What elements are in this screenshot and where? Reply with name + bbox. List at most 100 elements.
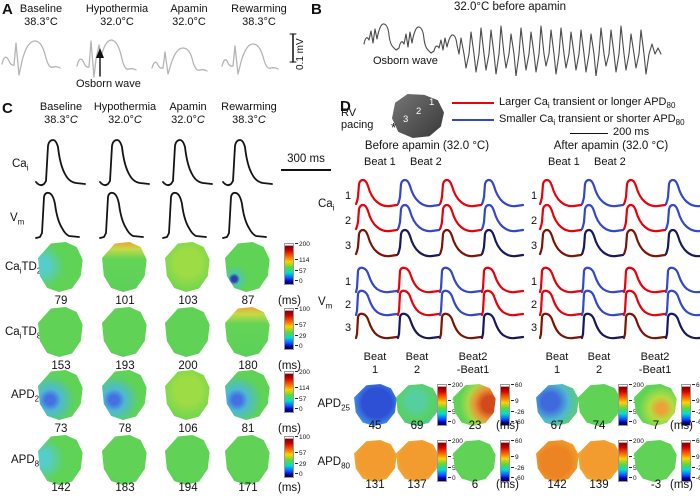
pacing-site-number: 2 [416, 106, 422, 117]
rv-heart-icon [392, 94, 444, 138]
condition-header: Rewarming 38.3°C [221, 101, 277, 126]
unit-label: (ms) [278, 360, 301, 372]
condition-header: Rewarming 38.3°C [231, 3, 287, 28]
heatmap [38, 370, 83, 420]
heatmap [396, 384, 439, 426]
map-value: 7 [652, 420, 660, 432]
osborn-annotation: Osborn wave [76, 78, 141, 90]
vf-trace [363, 23, 662, 76]
colorbar: 100 57 29 0 [284, 306, 318, 354]
vm-trace [222, 191, 267, 239]
pacing-site-number: 1 [429, 97, 435, 108]
pacing-site-marker: * [391, 120, 397, 135]
map-col-header: Beat 2 [405, 351, 429, 376]
heatmap [536, 384, 579, 426]
map-value: 139 [589, 479, 609, 491]
map-value: 180 [238, 360, 258, 372]
map-value: 101 [115, 295, 135, 307]
map-value: 193 [115, 360, 135, 372]
row-number: 2 [531, 215, 538, 227]
heatmap [165, 435, 210, 485]
map-value: 74 [592, 420, 606, 432]
heatmap [102, 242, 147, 292]
row-number: 3 [531, 322, 538, 334]
map-value: -3 [650, 479, 662, 491]
vm-row-label: Vm [10, 212, 25, 227]
map-col-header: Beat 2 [587, 351, 611, 376]
condition-header: Baseline 38.3°C [19, 3, 63, 28]
vm-trace [99, 191, 144, 239]
beat-header: Beat 1 [548, 156, 580, 168]
vm-trace-row [538, 312, 700, 340]
heatmap [165, 307, 210, 357]
legend-swatch-blue [452, 119, 494, 122]
heatmap [225, 370, 270, 420]
pacing-site-number: 3 [403, 114, 409, 125]
map-row-label: APD25 [11, 389, 44, 404]
voltage-scale-label: 0.1 mV [295, 38, 306, 70]
unit-label: (ms) [496, 420, 519, 432]
map-col-header: Beat 1 [545, 351, 569, 376]
unit-label: (ms) [670, 420, 693, 432]
condition-header: Apamin 32.0°C [170, 3, 208, 28]
heatmap [578, 440, 621, 482]
heatmap [396, 440, 439, 482]
heatmap [354, 440, 397, 482]
map-col-header: Beat 1 [363, 351, 387, 376]
beat-header: Beat 2 [410, 156, 442, 168]
legend-label: Smaller Cai transient or shorter APD80 [499, 113, 685, 128]
heatmap [578, 384, 621, 426]
osborn-annotation: Osborn wave [373, 55, 438, 67]
row-number: 3 [531, 240, 538, 252]
map-value: 79 [54, 295, 68, 307]
row-number: 1 [531, 276, 538, 288]
ca-trace [35, 139, 86, 187]
panel-d-label: D [340, 98, 351, 115]
panel-b-label: B [311, 1, 322, 18]
condition-header: Apamin 32.0°C [169, 101, 207, 126]
map-value: 200 [178, 360, 198, 372]
legend-label: Larger Cai transient or longer APD80 [499, 96, 676, 111]
panel-a-label: A [2, 1, 13, 18]
map-value: 73 [54, 423, 68, 435]
colorbar: 609-26-60 [681, 382, 700, 430]
map-value: 183 [115, 482, 135, 494]
ca-row-label: Cai [12, 158, 29, 173]
map-value: 69 [410, 420, 424, 432]
heatmap [38, 242, 83, 292]
row-number: 1 [345, 190, 352, 202]
beat-header: Beat 1 [364, 156, 396, 168]
heatmap-diff [453, 384, 496, 426]
map-value: 131 [365, 479, 385, 491]
map-value: 45 [368, 420, 382, 432]
map-value: 78 [118, 423, 132, 435]
map-value: 142 [547, 479, 567, 491]
panel-c-label: C [2, 100, 13, 117]
heatmap [38, 307, 83, 357]
panel-b-title: 32.0°C before apamin [453, 1, 566, 13]
heatmap [225, 435, 270, 485]
heatmap [165, 242, 210, 292]
heatmap [225, 307, 270, 357]
map-value: 23 [468, 420, 482, 432]
heatmap [102, 435, 147, 485]
ca-trace [99, 139, 150, 187]
unit-label: (ms) [496, 479, 519, 491]
map-value: 81 [241, 423, 255, 435]
map-value: 87 [241, 295, 255, 307]
map-value: 194 [178, 482, 198, 494]
ca-trace [162, 139, 213, 187]
map-value: 171 [238, 482, 258, 494]
row-number: 2 [345, 299, 352, 311]
row-number: 1 [345, 276, 352, 288]
heatmap-diff [453, 440, 496, 482]
osborn-arrow-head [96, 48, 104, 58]
beat-header: Beat 2 [594, 156, 626, 168]
map-value: 153 [51, 360, 71, 372]
unit-label: (ms) [278, 295, 301, 307]
pacing-label: pacing [341, 119, 374, 131]
map-value: 67 [550, 420, 564, 432]
